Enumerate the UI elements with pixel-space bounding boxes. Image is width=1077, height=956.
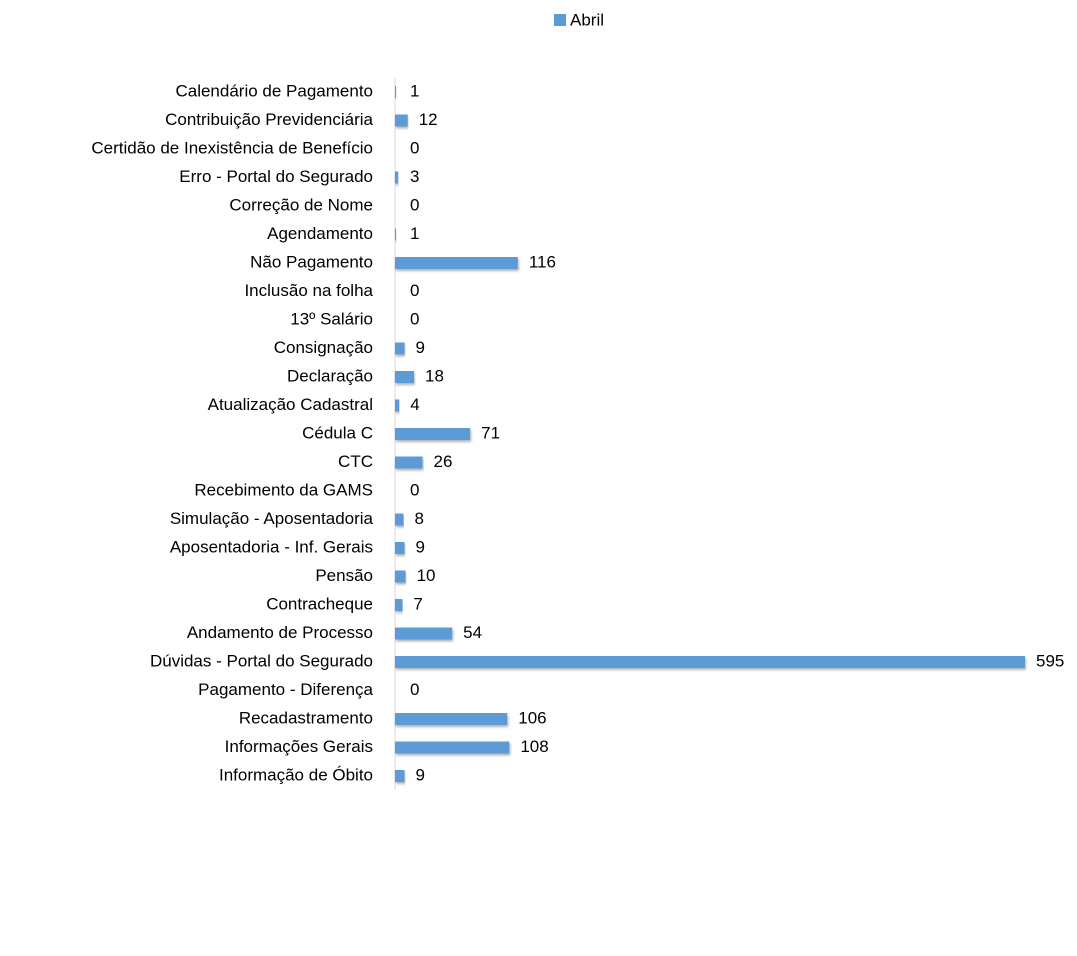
bar: [395, 257, 518, 269]
y-tick-label: Declaração: [287, 366, 373, 385]
value-label: 8: [414, 509, 423, 528]
value-label: 108: [520, 737, 548, 756]
bar: [395, 713, 508, 725]
bar: [395, 770, 405, 782]
value-label: 0: [410, 309, 419, 328]
y-tick-label: Inclusão na folha: [244, 281, 373, 300]
value-label: 0: [410, 680, 419, 699]
y-tick-label: Calendário de Pagamento: [175, 81, 373, 100]
bar: [395, 228, 397, 241]
y-tick-label: Simulação - Aposentadoria: [170, 509, 374, 528]
value-label: 1: [410, 224, 419, 243]
y-tick-label: Andamento de Processo: [187, 623, 373, 642]
y-tick-label: Consignação: [274, 338, 373, 357]
bar: [395, 399, 400, 412]
bar: [395, 456, 423, 469]
value-label: 0: [410, 195, 419, 214]
y-tick-label: Agendamento: [267, 224, 373, 243]
value-label: 71: [481, 423, 500, 442]
value-label: 54: [463, 623, 482, 642]
y-tick-label: Aposentadoria - Inf. Gerais: [170, 537, 373, 556]
value-label: 0: [410, 281, 419, 300]
y-tick-label: Erro - Portal do Segurado: [179, 167, 373, 186]
y-tick-label: Informação de Óbito: [219, 765, 373, 784]
value-label: 9: [416, 338, 425, 357]
y-tick-label: Cédula C: [302, 423, 373, 442]
bar: [395, 171, 399, 184]
bar: [395, 513, 404, 526]
bar: [395, 599, 403, 611]
bar: [395, 741, 510, 754]
value-label: 1: [410, 81, 419, 100]
y-tick-label: Pensão: [315, 566, 373, 585]
value-label: 4: [410, 395, 419, 414]
value-label: 9: [416, 537, 425, 556]
bar: [395, 371, 415, 383]
y-tick-label: Recebimento da GAMS: [194, 480, 373, 499]
bar: [395, 570, 406, 583]
y-tick-label: Dúvidas - Portal do Segurado: [150, 651, 373, 670]
value-label: 106: [518, 708, 546, 727]
bar: [395, 627, 453, 640]
bar: [395, 342, 405, 355]
legend-swatch: [554, 14, 566, 26]
y-tick-label: Pagamento - Diferença: [198, 680, 373, 699]
y-tick-label: Informações Gerais: [225, 737, 373, 756]
bar: [395, 114, 408, 127]
value-label: 595: [1036, 651, 1064, 670]
value-label: 0: [410, 480, 419, 499]
y-tick-label: Recadastramento: [239, 708, 373, 727]
value-label: 7: [413, 594, 422, 613]
y-tick-label: 13º Salário: [290, 309, 373, 328]
y-tick-label: Contracheque: [266, 594, 373, 613]
y-tick-label: CTC: [338, 452, 373, 471]
y-tick-label: Atualização Cadastral: [208, 395, 373, 414]
value-label: 116: [529, 252, 556, 271]
y-tick-label: Contribuição Previdenciária: [165, 110, 373, 129]
value-label: 10: [417, 566, 436, 585]
legend-label: Abril: [570, 10, 604, 29]
value-label: 26: [434, 452, 453, 471]
bar: [395, 542, 405, 554]
bar: [395, 86, 397, 98]
y-tick-label: Correção de Nome: [229, 195, 373, 214]
value-label: 3: [410, 167, 419, 186]
bar: [395, 656, 1025, 668]
value-label: 9: [416, 765, 425, 784]
value-label: 0: [410, 138, 419, 157]
bar: [395, 428, 471, 440]
y-tick-label: Não Pagamento: [250, 252, 373, 271]
value-label: 12: [419, 110, 438, 129]
y-tick-label: Certidão de Inexistência de Benefício: [91, 138, 373, 157]
value-label: 18: [425, 366, 444, 385]
